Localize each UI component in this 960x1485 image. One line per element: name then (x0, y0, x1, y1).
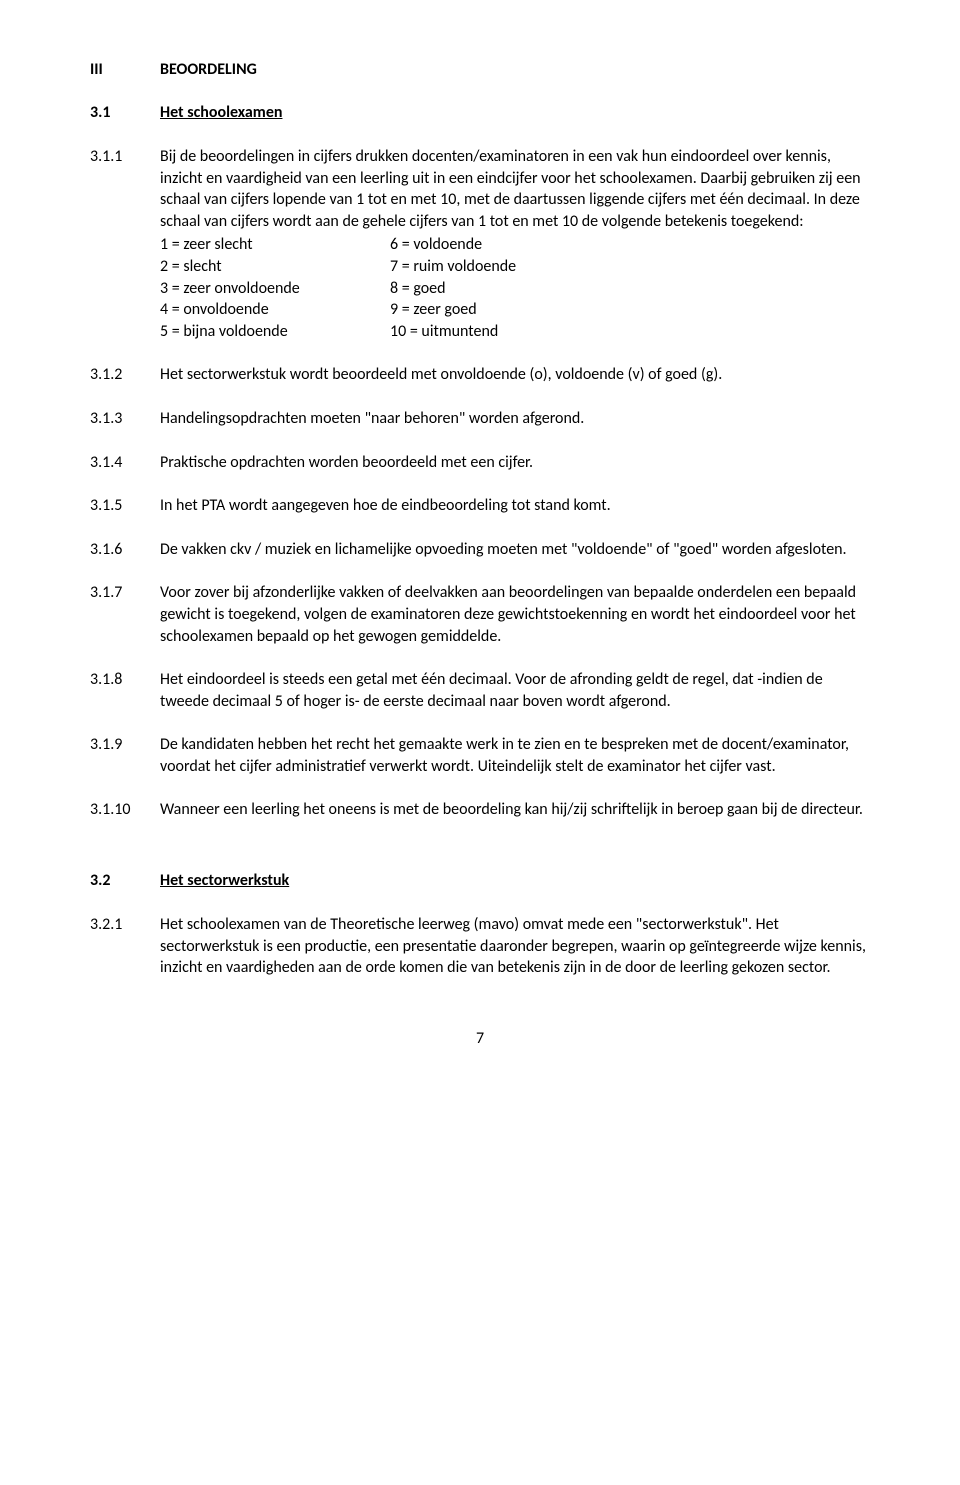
item-311: 3.1.1 Bij de beoordelingen in cijfers dr… (90, 146, 870, 342)
scale-entry: 10 = uitmuntend (390, 321, 620, 343)
scale-entry: 1 = zeer slecht (160, 234, 390, 256)
page-number: 7 (90, 1029, 870, 1048)
item-number: 3.1.7 (90, 582, 160, 647)
scale-entry: 7 = ruim voldoende (390, 256, 620, 278)
item-number: 3.1.9 (90, 734, 160, 777)
item-318: 3.1.8 Het eindoordeel is steeds een geta… (90, 669, 870, 712)
heading-label: BEOORDELING (160, 60, 257, 79)
item-319: 3.1.9 De kandidaten hebben het recht het… (90, 734, 870, 777)
item-number: 3.1.5 (90, 495, 160, 517)
subheading-label: Het schoolexamen (160, 103, 282, 122)
item-315: 3.1.5 In het PTA wordt aangegeven hoe de… (90, 495, 870, 517)
item-body: Bij de beoordelingen in cijfers drukken … (160, 146, 870, 342)
item-body: In het PTA wordt aangegeven hoe de eindb… (160, 495, 870, 517)
subheading-number: 3.2 (90, 871, 160, 890)
scale-entry: 8 = goed (390, 278, 620, 300)
item-316: 3.1.6 De vakken ckv / muziek en lichamel… (90, 539, 870, 561)
item-number: 3.1.8 (90, 669, 160, 712)
item-312: 3.1.2 Het sectorwerkstuk wordt beoordeel… (90, 364, 870, 386)
item-321: 3.2.1 Het schoolexamen van de Theoretisc… (90, 914, 870, 979)
scale-entry: 6 = voldoende (390, 234, 620, 256)
item-314: 3.1.4 Praktische opdrachten worden beoor… (90, 452, 870, 474)
item-body: Wanneer een leerling het oneens is met d… (160, 799, 870, 821)
item-number: 3.1.10 (90, 799, 160, 821)
scale-entry: 9 = zeer goed (390, 299, 620, 321)
item-text: Bij de beoordelingen in cijfers drukken … (160, 147, 861, 231)
item-number: 3.1.2 (90, 364, 160, 386)
item-body: Het sectorwerkstuk wordt beoordeeld met … (160, 364, 870, 386)
scale-col-left: 1 = zeer slecht 2 = slecht 3 = zeer onvo… (160, 234, 390, 342)
item-313: 3.1.3 Handelingsopdrachten moeten "naar … (90, 408, 870, 430)
item-body: Voor zover bij afzonderlijke vakken of d… (160, 582, 870, 647)
document-page: III BEOORDELING 3.1 Het schoolexamen 3.1… (0, 0, 960, 1485)
item-body: De vakken ckv / muziek en lichamelijke o… (160, 539, 870, 561)
scale-col-right: 6 = voldoende 7 = ruim voldoende 8 = goe… (390, 234, 620, 342)
subheading-31: 3.1 Het schoolexamen (90, 103, 870, 122)
scale-entry: 5 = bijna voldoende (160, 321, 390, 343)
item-number: 3.1.1 (90, 146, 160, 342)
subheading-label: Het sectorwerkstuk (160, 871, 289, 890)
heading-number: III (90, 60, 160, 79)
subheading-number: 3.1 (90, 103, 160, 122)
item-body: De kandidaten hebben het recht het gemaa… (160, 734, 870, 777)
scale-grid: 1 = zeer slecht 2 = slecht 3 = zeer onvo… (160, 234, 870, 342)
item-number: 3.1.4 (90, 452, 160, 474)
heading-row: III BEOORDELING (90, 60, 870, 79)
item-number: 3.2.1 (90, 914, 160, 979)
item-317: 3.1.7 Voor zover bij afzonderlijke vakke… (90, 582, 870, 647)
scale-entry: 3 = zeer onvoldoende (160, 278, 390, 300)
item-body: Het schoolexamen van de Theoretische lee… (160, 914, 870, 979)
item-number: 3.1.3 (90, 408, 160, 430)
item-body: Handelingsopdrachten moeten "naar behore… (160, 408, 870, 430)
scale-entry: 4 = onvoldoende (160, 299, 390, 321)
item-3110: 3.1.10 Wanneer een leerling het oneens i… (90, 799, 870, 821)
item-number: 3.1.6 (90, 539, 160, 561)
subheading-32: 3.2 Het sectorwerkstuk (90, 871, 870, 890)
item-body: Praktische opdrachten worden beoordeeld … (160, 452, 870, 474)
item-body: Het eindoordeel is steeds een getal met … (160, 669, 870, 712)
scale-entry: 2 = slecht (160, 256, 390, 278)
